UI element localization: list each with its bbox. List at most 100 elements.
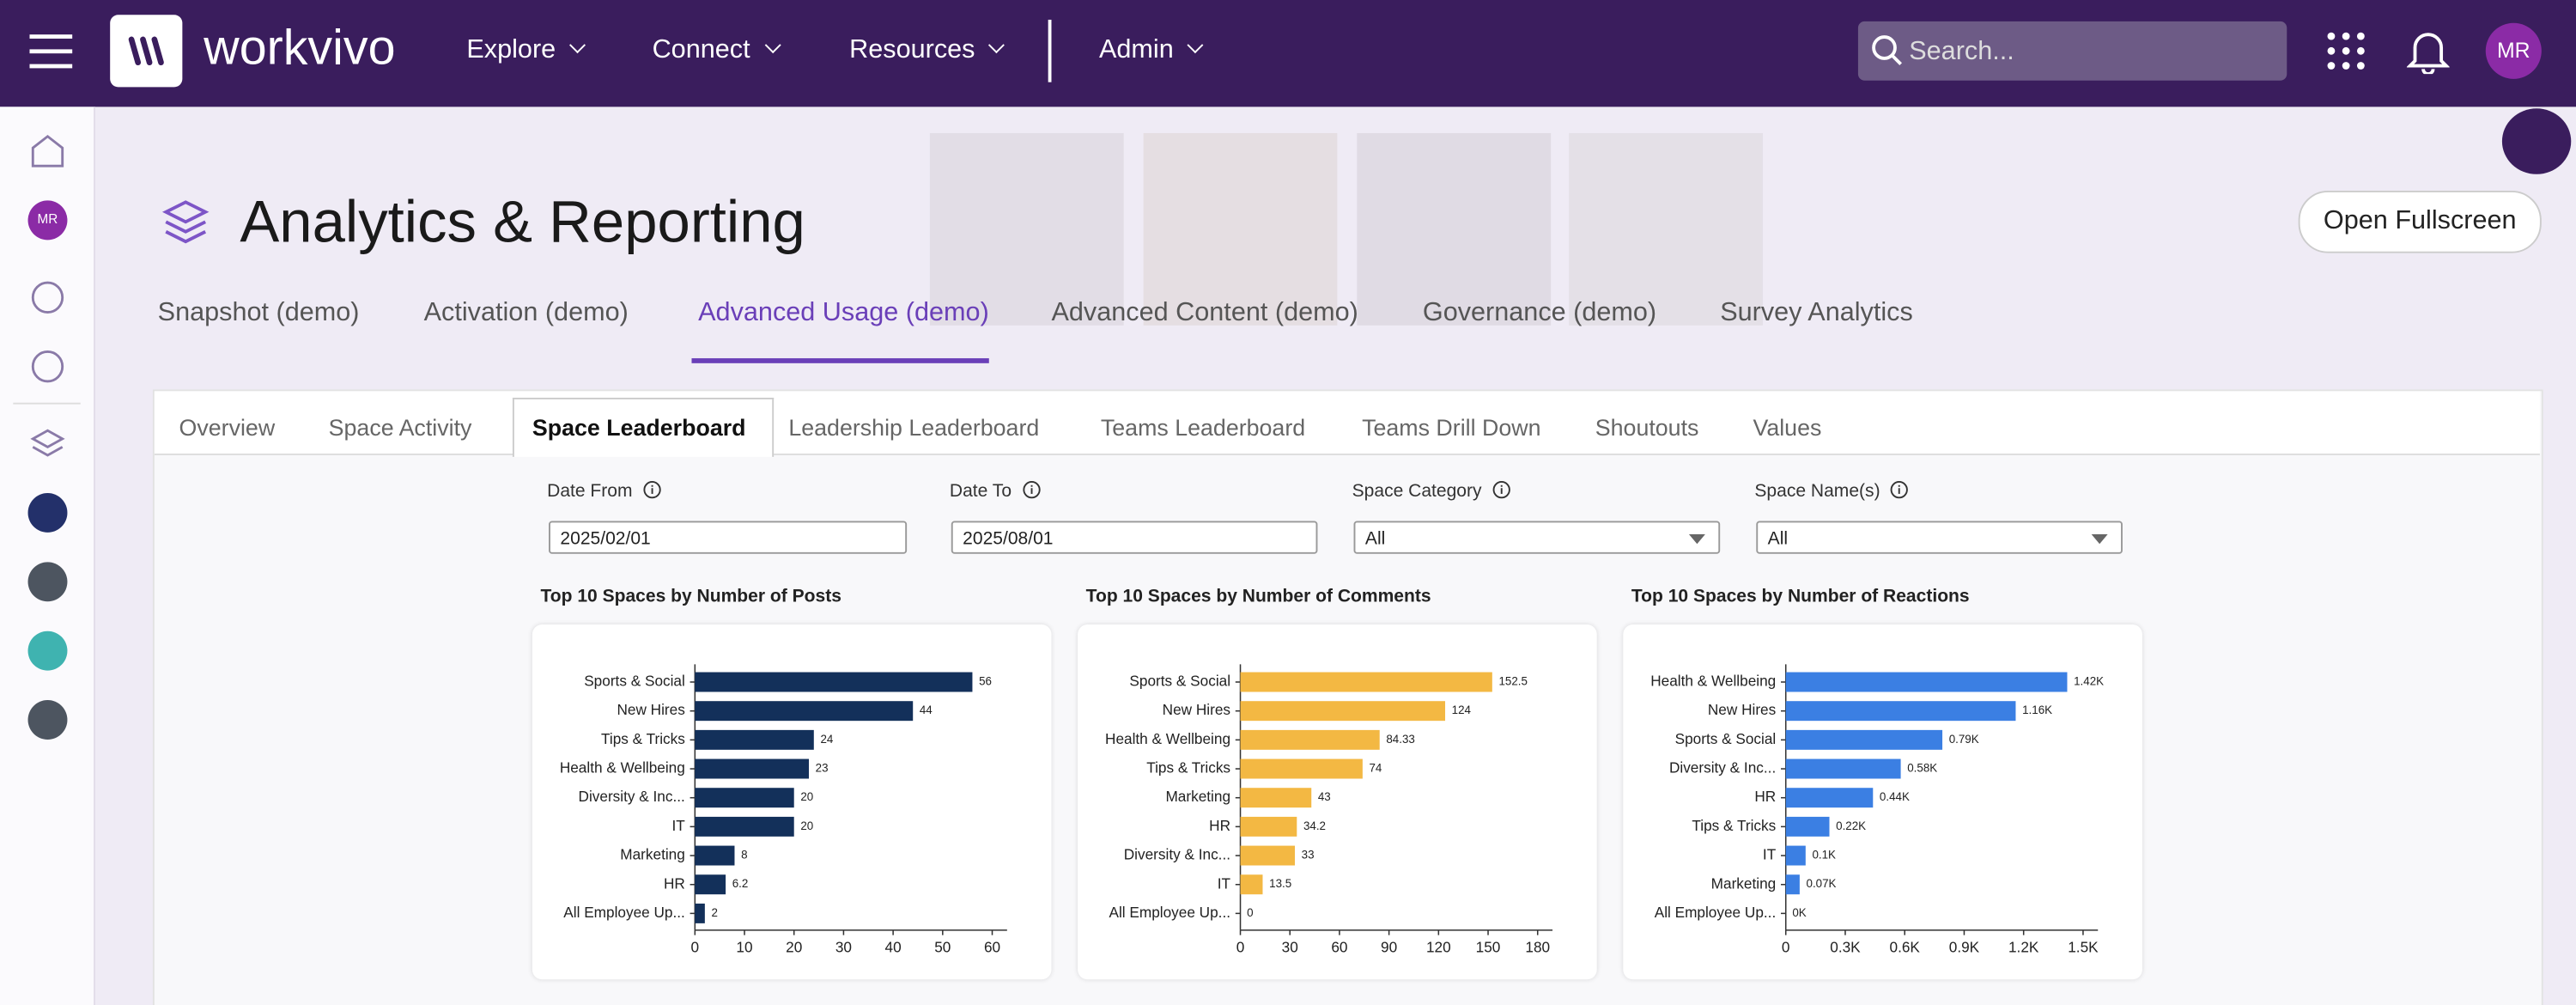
y-tick-label: Marketing [1165, 788, 1230, 805]
value-label: 8 [741, 849, 747, 862]
x-tick-label: 0.3K [1830, 939, 1861, 956]
value-label: 56 [979, 675, 992, 688]
y-tick-label: Tips & Tricks [1692, 817, 1776, 834]
filter-input[interactable]: 2025/08/01 [951, 521, 1318, 554]
bell-icon[interactable] [2406, 28, 2450, 75]
value-label: 0.58K [1907, 762, 1937, 775]
subtab[interactable]: Overview [179, 414, 276, 441]
sidebar: MR [0, 107, 95, 1005]
space-icon[interactable] [27, 562, 68, 602]
tab[interactable]: Activation (demo) [423, 299, 629, 327]
chart-title: Top 10 Spaces by Number of Reactions [1631, 587, 1970, 606]
chat-icon[interactable] [29, 349, 65, 385]
x-tick-label: 50 [934, 939, 951, 956]
bar-chart: 0 0.3K 0.6K 0.9K 1.2K 1.5K Health & Wellbeing 1… [1650, 664, 2104, 956]
x-tick-label: 30 [1282, 939, 1298, 956]
y-tick-label: All Employee Up... [1655, 904, 1777, 921]
tab-active[interactable]: Advanced Usage (demo) [698, 299, 989, 327]
nav-item[interactable]: Resources [849, 36, 1003, 65]
header-photo [1569, 132, 1763, 326]
subtab[interactable]: Teams Drill Down [1362, 414, 1541, 441]
header-photo [929, 132, 1124, 326]
y-tick-label: Health & Wellbeing [1650, 673, 1776, 690]
bar [1240, 672, 1492, 692]
value-label: 43 [1318, 790, 1331, 803]
y-tick-label: HR [1209, 817, 1230, 834]
search-box[interactable]: Search... [1857, 21, 2287, 81]
menu-icon[interactable] [29, 33, 76, 72]
subtab[interactable]: Shoutouts [1595, 414, 1699, 441]
bar [1240, 701, 1446, 722]
bar [1240, 788, 1312, 808]
value-label: 0.07K [1807, 877, 1837, 890]
x-tick-label: 60 [984, 939, 1000, 956]
x-tick-label: 0.9K [1949, 939, 1980, 956]
divider [13, 402, 81, 405]
info-icon [1022, 481, 1041, 499]
x-tick-label: 60 [1331, 939, 1347, 956]
analytics-icon [161, 200, 210, 244]
bar [695, 788, 794, 808]
subtab[interactable]: Space Activity [328, 414, 472, 441]
sidebar-avatar[interactable]: MR [27, 200, 68, 241]
nav-item[interactable]: Explore [466, 36, 583, 65]
subtab-active-box [512, 398, 775, 457]
y-tick-label: Tips & Tricks [601, 730, 685, 747]
tab[interactable]: Governance (demo) [1422, 299, 1657, 327]
space-icon[interactable] [27, 700, 68, 740]
y-tick-label: Diversity & Inc... [579, 788, 685, 805]
tab[interactable]: Survey Analytics [1720, 299, 1913, 327]
value-label: 0.44K [1880, 790, 1910, 803]
bar [695, 701, 914, 722]
bar [695, 758, 810, 779]
x-tick-label: 1.5K [2068, 939, 2099, 956]
bar [1240, 729, 1380, 750]
x-tick-label: 1.2K [2008, 939, 2039, 956]
space-icon[interactable] [27, 630, 68, 671]
spaces-icon[interactable] [29, 426, 65, 462]
x-tick-label: 0 [691, 939, 700, 956]
bar-chart: 0 10 20 30 40 50 60 Sports & Social 56 New Hires 4… [560, 664, 1007, 956]
filter-input[interactable]: 2025/02/01 [549, 521, 908, 554]
filter-label: Date To [950, 480, 1042, 502]
bar [695, 903, 705, 923]
bar [1785, 845, 1806, 866]
value-label: 34.2 [1303, 819, 1326, 832]
avatar[interactable]: MR [2485, 22, 2542, 79]
tab[interactable]: Advanced Content (demo) [1051, 299, 1358, 327]
filter-input[interactable]: All [1353, 521, 1721, 554]
bar [1240, 758, 1363, 779]
apps-icon[interactable] [2326, 31, 2366, 70]
y-tick-label: IT [672, 817, 686, 834]
y-tick-label: HR [664, 874, 685, 892]
subtab-active[interactable]: Space Leaderboard [532, 414, 746, 441]
home-icon[interactable] [29, 133, 65, 169]
value-label: 6.2 [732, 877, 749, 890]
nav-item[interactable]: Connect [653, 36, 779, 65]
x-tick-label: 90 [1381, 939, 1397, 956]
tab[interactable]: Snapshot (demo) [157, 299, 360, 327]
subtab[interactable]: Teams Leaderboard [1100, 414, 1306, 441]
info-icon [643, 481, 661, 499]
y-tick-label: Sports & Social [584, 673, 685, 690]
value-label: 0 [1247, 906, 1253, 919]
space-icon[interactable] [27, 492, 68, 533]
logo[interactable] [110, 15, 183, 88]
header-photo [1143, 132, 1338, 326]
value-label: 13.5 [1269, 877, 1291, 890]
fullscreen-button[interactable]: Open Fullscreen [2298, 190, 2542, 253]
value-label: 2 [712, 906, 718, 919]
filter-input[interactable]: All [1756, 521, 2123, 554]
value-label: 0.79K [1949, 733, 1979, 746]
value-label: 1.42K [2074, 675, 2104, 688]
bar [695, 874, 726, 895]
subtab[interactable]: Values [1753, 414, 1822, 441]
value-label: 23 [816, 762, 829, 775]
y-tick-label: Diversity & Inc... [1669, 759, 1776, 777]
y-tick-label: All Employee Up... [563, 904, 685, 921]
subtab[interactable]: Leadership Leaderboard [788, 414, 1040, 441]
explore-icon[interactable] [29, 279, 65, 315]
nav-item[interactable]: Admin [1099, 36, 1201, 65]
ai-button[interactable] [2501, 108, 2572, 174]
y-tick-label: Sports & Social [1675, 730, 1777, 747]
